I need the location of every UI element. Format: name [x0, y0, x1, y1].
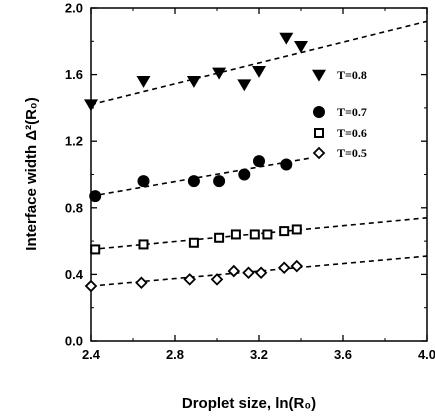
axis-ticks: 2.4 2.8 3.2 3.6 4.0 0.0 0.4 0.8 1.2 1.6 2.0: [65, 1, 435, 363]
data-point-t-0-6: [188, 237, 199, 248]
data-point-t-0-5: [277, 261, 291, 275]
y-tick-label: 0.4: [65, 267, 84, 282]
legend-label-t-0-6: T=0.6: [337, 126, 367, 140]
data-point-t-0-7: [253, 155, 265, 168]
data-point-t-0-8: [136, 76, 151, 88]
data-point-t-0-5: [84, 279, 98, 293]
data-point-t-0-5: [227, 264, 241, 278]
legend-label-t-0-8: T=0.8: [337, 68, 367, 82]
data-points: [84, 32, 308, 293]
data-point-t-0-6: [230, 229, 241, 240]
legend-marker-t-0-5: [312, 146, 326, 160]
data-point-t-0-7: [238, 168, 251, 181]
data-point-t-0-5: [254, 266, 268, 280]
x-tick-label: 3.2: [250, 347, 268, 362]
data-point-t-0-8: [237, 79, 252, 92]
plot-border: [90, 7, 428, 342]
x-axis-title: Droplet size, ln(R₀): [182, 395, 316, 412]
legend-item-t-0-5: T=0.5: [312, 146, 367, 160]
data-point-t-0-5: [183, 273, 196, 286]
y-tick-label: 0.8: [65, 200, 83, 215]
fit-line-t-0-5: [90, 255, 428, 287]
data-point-t-0-6: [291, 224, 302, 235]
legend-marker-t-0-7: [313, 106, 325, 118]
data-point-t-0-8: [252, 66, 266, 78]
x-tick-label: 2.8: [166, 347, 184, 362]
fit-line-t-0-7: [90, 157, 312, 197]
legend-item-t-0-7: T=0.7: [313, 105, 367, 119]
legend-marker-t-0-8: [312, 69, 326, 82]
data-point-t-0-8: [186, 76, 201, 88]
data-point-t-0-6: [262, 229, 273, 240]
legend-marker-t-0-6: [314, 128, 324, 138]
data-point-t-0-6: [138, 239, 149, 250]
legend: T=0.8 T=0.7 T=0.6 T=0.5: [312, 68, 367, 160]
data-point-t-0-8: [294, 41, 308, 53]
data-point-t-0-8: [279, 32, 294, 45]
data-point-t-0-7: [213, 175, 226, 188]
fit-line-t-0-8: [90, 20, 428, 106]
data-point-t-0-7: [137, 175, 150, 188]
data-point-t-0-6: [249, 229, 260, 240]
data-point-t-0-5: [290, 259, 304, 273]
data-point-t-0-5: [242, 266, 255, 280]
data-point-t-0-6: [90, 244, 101, 255]
legend-label-t-0-7: T=0.7: [337, 105, 367, 119]
data-point-t-0-6: [279, 226, 290, 237]
legend-label-t-0-5: T=0.5: [337, 146, 367, 160]
data-point-t-0-7: [280, 158, 293, 171]
data-point-t-0-7: [187, 175, 200, 188]
x-tick-label: 2.4: [82, 347, 101, 362]
y-tick-label: 1.6: [65, 67, 83, 82]
data-point-t-0-7: [89, 190, 102, 203]
plot-area: [90, 7, 428, 342]
legend-item-t-0-8: T=0.8: [312, 68, 367, 82]
data-point-t-0-5: [135, 276, 148, 289]
data-point-t-0-8: [84, 99, 98, 112]
y-tick-label: 1.2: [65, 134, 83, 149]
data-point-t-0-6: [214, 232, 225, 243]
y-tick-label: 2.0: [65, 1, 83, 16]
y-tick-label: 0.0: [65, 334, 83, 349]
x-tick-label: 4.0: [418, 347, 435, 362]
data-point-t-0-5: [210, 273, 224, 286]
legend-item-t-0-6: T=0.6: [314, 126, 367, 140]
x-tick-label: 3.6: [334, 347, 352, 362]
y-axis-title: Interface width Δ²(R₀): [23, 97, 40, 250]
data-point-t-0-8: [212, 67, 227, 80]
